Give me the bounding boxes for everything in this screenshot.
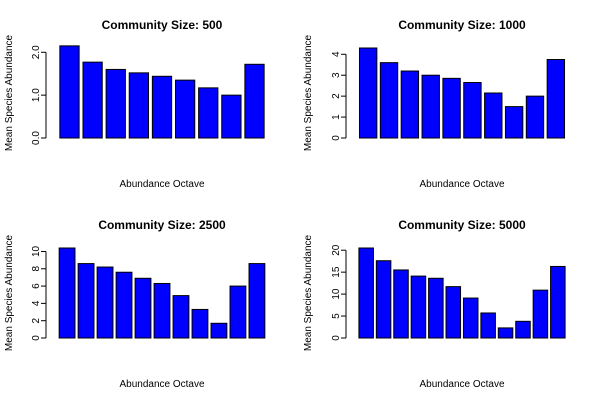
y-tick-label: 1 [331,114,342,120]
x-axis-label: Abundance Octave [419,179,504,190]
chart-title: Community Size: 2500 [98,218,226,232]
bar [445,286,462,339]
y-axis-label: Mean Species Abundance [4,234,15,351]
bar [174,79,196,139]
y-tick-label: 5 [331,313,342,319]
bar [191,308,209,339]
chart-title: Community Size: 5000 [398,218,526,232]
y-tick-label: 0.0 [31,131,42,145]
bar [428,277,444,339]
bar [393,269,409,339]
y-tick-label: 2 [31,317,42,323]
bar [77,263,95,339]
bar [210,322,228,339]
bar [151,75,173,139]
bar [198,87,219,139]
bar [358,47,378,139]
y-tick-label: 1.0 [31,88,42,102]
y-axis-label: Mean Species Abundance [303,234,314,351]
bar [172,295,190,339]
y-tick-label: 4 [31,300,42,306]
bar [58,247,76,339]
bar [463,82,482,139]
bar [115,271,133,339]
bar [128,72,150,139]
bar [497,327,514,339]
x-axis-label: Abundance Octave [119,179,204,190]
y-tick-label: 2 [331,93,342,99]
bar [504,106,524,139]
bar [221,94,242,139]
bar [229,285,247,339]
bar [410,275,427,339]
chart-title: Community Size: 500 [102,18,223,32]
bar [105,68,126,139]
y-tick-label: 10 [331,288,342,300]
y-tick-label: 0 [331,335,342,341]
bar [442,77,461,139]
x-axis-label: Abundance Octave [119,379,204,390]
chart-panel-1: Community Size: 500 Abundance Octave Mean … [4,18,265,190]
bar [480,312,496,339]
x-axis-label: Abundance Octave [419,379,504,390]
chart-panel-3: Community Size: 2500 Abundance Octave Mean… [4,218,266,390]
chart-panel-4: Community Size: 5000 Abundance Octave Mean… [303,218,566,390]
y-axis-label: Mean Species Abundance [4,34,15,151]
y-axis-label: Mean Species Abundance [303,34,314,151]
y-tick-label: 3 [331,72,342,78]
chart-panel-2: Community Size: 1000 Abundance Octave Mean… [303,18,566,190]
y-tick-label: 10 [31,245,42,257]
y-tick-label: 6 [31,283,42,289]
y-tick-label: 20 [331,244,342,256]
bar [484,92,503,139]
bar [421,74,440,139]
bar [550,265,566,339]
bar [96,266,114,339]
y-tick-label: 0 [31,335,42,341]
y-tick-label: 2.0 [31,45,42,59]
bar [59,45,80,139]
y-tick-label: 8 [31,266,42,272]
bar [153,282,171,339]
bar [82,61,103,139]
bar [515,320,531,339]
bar [379,62,399,139]
bar [546,59,566,139]
y-tick-label: 4 [331,51,342,57]
bar [244,63,265,139]
bar [358,247,374,339]
bar [400,70,420,139]
bar [525,95,545,139]
bar [375,260,392,339]
bar [134,277,152,339]
bar [248,263,266,339]
bar [532,289,549,339]
y-tick-label: 15 [331,266,342,278]
chart-title: Community Size: 1000 [398,18,526,32]
y-tick-label: 0 [331,135,342,141]
bar [462,297,479,339]
